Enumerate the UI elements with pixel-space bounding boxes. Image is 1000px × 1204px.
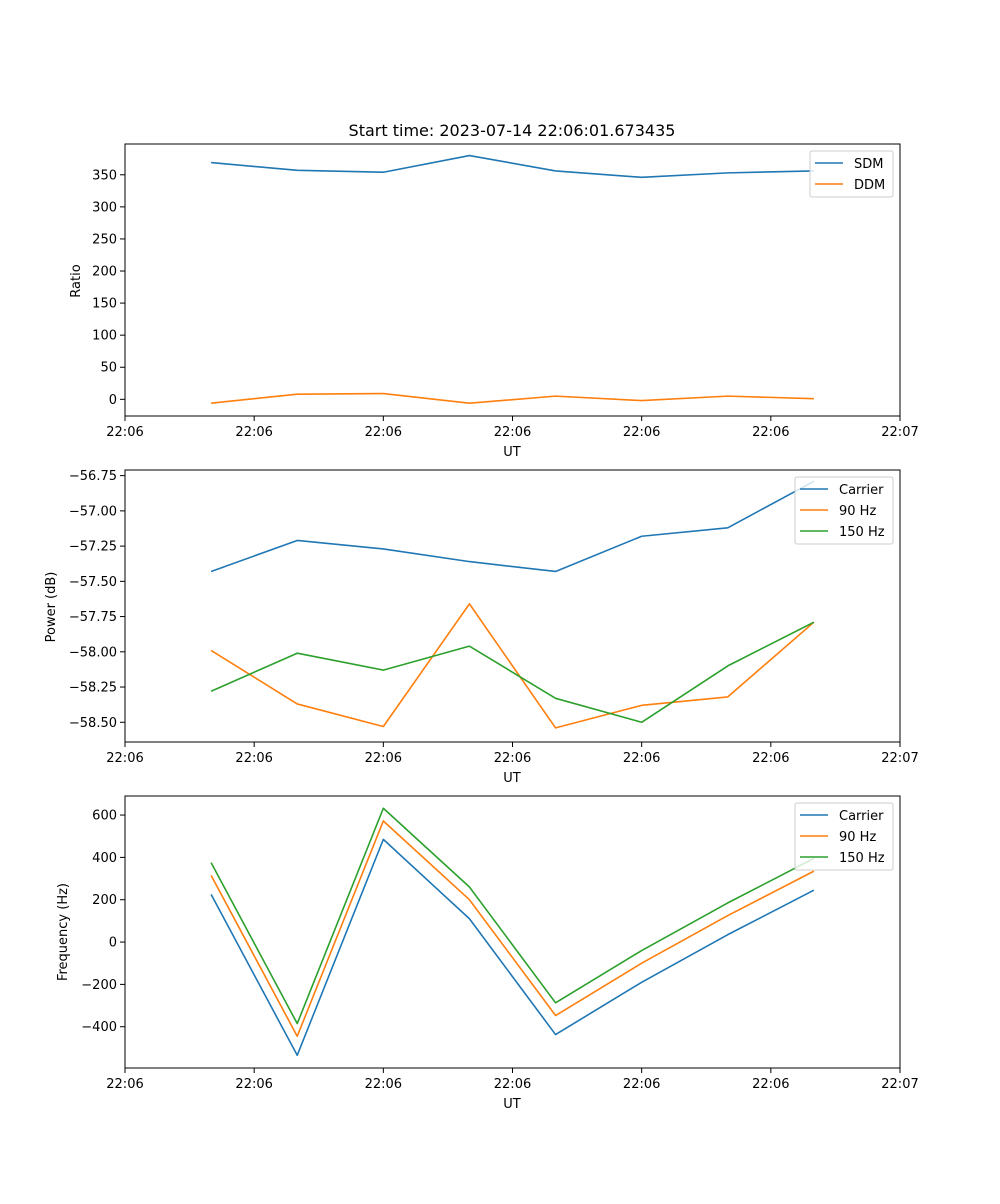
y-tick-label: 150 [92, 297, 117, 312]
x-tick-label: 22:06 [623, 751, 660, 766]
power-chart: UT Power (dB) 22:06 22:06 22:06 22:06 22:06 2… [44, 469, 919, 786]
x-tick-label: 22:06 [623, 425, 660, 440]
x-tick-label: 22:06 [494, 1077, 531, 1092]
x-tick-label: 22:06 [235, 425, 272, 440]
y-axis-label: Frequency (Hz) [56, 883, 71, 981]
x-tick-label: 22:07 [881, 1077, 918, 1092]
series-line-150-hz [210, 807, 815, 1025]
series-line-90-hz [210, 820, 815, 1038]
y-axis-label: Ratio [69, 264, 84, 297]
x-tick-label: 22:06 [752, 751, 789, 766]
legend: Carrier 90 Hz 150 Hz [794, 476, 894, 545]
plot-area-frame [124, 795, 901, 1069]
legend-label: 150 Hz [839, 525, 885, 540]
legend-label: 90 Hz [839, 504, 876, 519]
y-tick-label: −58.25 [69, 681, 117, 696]
y-tick-label: −58.00 [69, 645, 117, 660]
frequency-chart: UT Frequency (Hz) 22:06 22:06 22:06 22:06 22… [56, 795, 919, 1112]
series-line-150-hz [210, 621, 815, 724]
y-tick-label: −57.25 [69, 540, 117, 555]
legend-label: SDM [854, 157, 883, 172]
y-tick-label: −58.50 [69, 716, 117, 731]
y-tick-label: 50 [100, 361, 117, 376]
x-tick-label: 22:06 [365, 751, 402, 766]
y-tick-label: 0 [109, 936, 117, 951]
x-tick-label: 22:06 [494, 751, 531, 766]
x-axis-label: UT [503, 445, 521, 460]
x-tick-label: 22:07 [881, 425, 918, 440]
series-line-sdm [211, 154, 814, 179]
y-tick-label: 300 [92, 200, 117, 215]
y-tick-label: 600 [92, 809, 117, 824]
legend-label: 90 Hz [839, 830, 876, 845]
series-line-carrier [210, 838, 815, 1057]
x-tick-label: 22:06 [623, 1077, 660, 1092]
y-tick-label: 100 [92, 329, 117, 344]
series-line-90-hz [210, 603, 815, 729]
x-tick-label: 22:06 [235, 751, 272, 766]
series-layer [210, 807, 815, 1057]
series-layer [210, 480, 815, 729]
chart-title: Start time: 2023-07-14 22:06:01.673435 [349, 121, 676, 140]
y-axis-label: Power (dB) [44, 572, 59, 643]
x-tick-label: 22:06 [365, 1077, 402, 1092]
x-tick-label: 22:06 [752, 1077, 789, 1092]
y-tick-label: −200 [81, 978, 117, 993]
y-tick-label: 200 [92, 265, 117, 280]
legend: Carrier 90 Hz 150 Hz [794, 802, 894, 871]
x-tick-label: 22:06 [494, 425, 531, 440]
x-tick-label: 22:06 [752, 425, 789, 440]
y-tick-label: −57.00 [69, 504, 117, 519]
plot-area-frame [124, 143, 901, 417]
y-tick-label: 200 [92, 893, 117, 908]
y-tick-label: −57.75 [69, 610, 117, 625]
y-tick-label: −56.75 [69, 469, 117, 484]
ratio-chart: Start time: 2023-07-14 22:06:01.673435 U… [69, 121, 919, 460]
series-line-carrier [210, 480, 815, 573]
x-tick-label: 22:06 [365, 425, 402, 440]
tick-layer: 22:06 22:06 22:06 22:06 22:06 22:06 22:07 0 50 10… [92, 168, 919, 440]
y-tick-label: 350 [92, 168, 117, 183]
x-tick-label: 22:06 [235, 1077, 272, 1092]
x-tick-label: 22:06 [106, 1077, 143, 1092]
y-tick-label: −57.50 [69, 575, 117, 590]
legend-label: 150 Hz [839, 851, 885, 866]
x-tick-label: 22:07 [881, 751, 918, 766]
legend-label: Carrier [839, 483, 884, 498]
x-tick-label: 22:06 [106, 751, 143, 766]
series-layer [211, 154, 814, 404]
y-tick-label: −400 [81, 1020, 117, 1035]
y-tick-label: 250 [92, 232, 117, 247]
x-tick-label: 22:06 [106, 425, 143, 440]
x-axis-label: UT [503, 1097, 521, 1112]
legend-box [794, 802, 894, 871]
legend-label: DDM [854, 178, 885, 193]
series-line-ddm [211, 392, 814, 404]
plot-area-frame [124, 469, 901, 743]
x-axis-label: UT [503, 771, 521, 786]
legend-box [794, 476, 894, 545]
y-tick-label: 400 [92, 851, 117, 866]
tick-layer: 22:06 22:06 22:06 22:06 22:06 22:06 22:07 −58.5… [69, 469, 919, 766]
legend: SDM DDM [809, 150, 894, 198]
y-tick-label: 0 [109, 393, 117, 408]
tick-layer: 22:06 22:06 22:06 22:06 22:06 22:06 22:07 −400 −… [81, 809, 918, 1092]
legend-label: Carrier [839, 809, 884, 824]
